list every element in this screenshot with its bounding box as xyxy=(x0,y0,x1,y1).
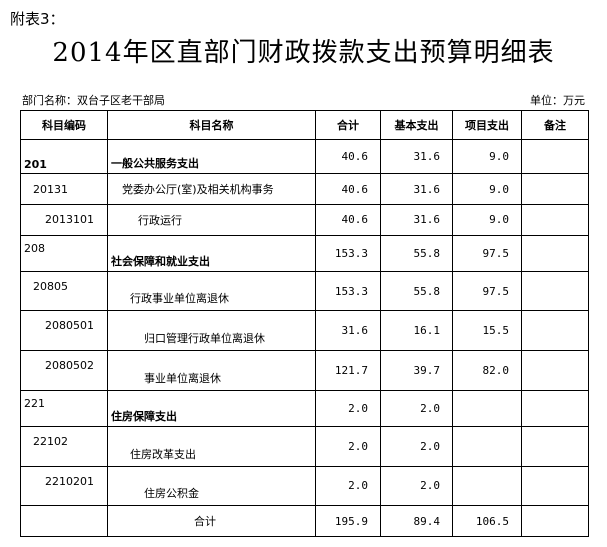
row-note xyxy=(521,270,589,312)
row-code: 2013101 xyxy=(20,203,108,236)
row-basic: 2.0 xyxy=(380,465,453,507)
unit-label: 单位：万元 xyxy=(530,94,585,107)
row-basic: 39.7 xyxy=(380,350,453,391)
row-note xyxy=(521,203,589,236)
row-project xyxy=(452,465,522,507)
row-note xyxy=(521,425,589,467)
row-name: 住房公积金 xyxy=(107,465,316,507)
row-total: 40.6 xyxy=(315,138,381,175)
row-total: 153.3 xyxy=(315,270,381,312)
department-name: 部门名称：双台子区老干部局 xyxy=(22,94,165,107)
header-basic: 基本支出 xyxy=(380,110,453,140)
total-label: 合计 xyxy=(107,505,316,537)
row-name: 事业单位离退休 xyxy=(107,350,316,391)
table-row: 2080502 事业单位离退休 121.7 39.7 82.0 xyxy=(20,350,589,391)
row-note xyxy=(521,310,589,352)
row-total: 40.6 xyxy=(315,173,381,205)
row-code: 20805 xyxy=(20,270,108,312)
row-project: 82.0 xyxy=(452,350,522,391)
row-note xyxy=(521,350,589,391)
table-row: 22102 住房改革支出 2.0 2.0 xyxy=(20,425,589,467)
row-basic: 55.8 xyxy=(380,270,453,312)
row-project: 9.0 xyxy=(452,173,522,205)
row-code: 221 xyxy=(20,389,108,427)
row-basic: 55.8 xyxy=(380,234,453,272)
row-total: 2.0 xyxy=(315,465,381,507)
row-basic: 31.6 xyxy=(380,138,453,175)
row-basic: 16.1 xyxy=(380,310,453,352)
row-name: 社会保障和就业支出 xyxy=(107,234,316,272)
row-code: 201 xyxy=(20,138,108,175)
row-name: 行政运行 xyxy=(107,203,316,236)
row-code: 2210201 xyxy=(20,465,108,507)
row-code: 22102 xyxy=(20,425,108,467)
row-total: 31.6 xyxy=(315,310,381,352)
row-code xyxy=(20,505,108,537)
row-note xyxy=(521,505,589,537)
row-basic: 2.0 xyxy=(380,389,453,427)
table-row: 20131 党委办公厅(室)及相关机构事务 40.6 31.6 9.0 xyxy=(20,173,589,205)
page-title: 2014年区直部门财政拨款支出预算明细表 xyxy=(52,38,555,68)
attachment-label: 附表3： xyxy=(10,10,65,28)
row-total: 121.7 xyxy=(315,350,381,391)
header-note: 备注 xyxy=(521,110,589,140)
total-basic: 89.4 xyxy=(380,505,453,537)
table-row: 221 住房保障支出 2.0 2.0 xyxy=(20,389,589,427)
table-row: 2210201 住房公积金 2.0 2.0 xyxy=(20,465,589,507)
header-code: 科目编码 xyxy=(20,110,108,140)
header-name: 科目名称 xyxy=(107,110,316,140)
row-note xyxy=(521,465,589,507)
budget-table: 科目编码 科目名称 合计 基本支出 项目支出 备注 201 一般公共服务支出 4… xyxy=(20,110,589,537)
row-total: 40.6 xyxy=(315,203,381,236)
total-row: 合计 195.9 89.4 106.5 xyxy=(20,505,589,537)
row-note xyxy=(521,389,589,427)
row-project: 9.0 xyxy=(452,203,522,236)
row-name: 党委办公厅(室)及相关机构事务 xyxy=(107,173,316,205)
row-code: 2080502 xyxy=(20,350,108,391)
row-note xyxy=(521,234,589,272)
row-note xyxy=(521,138,589,175)
table-row: 208 社会保障和就业支出 153.3 55.8 97.5 xyxy=(20,234,589,272)
row-name: 住房保障支出 xyxy=(107,389,316,427)
row-name: 行政事业单位离退休 xyxy=(107,270,316,312)
total-sum: 195.9 xyxy=(315,505,381,537)
row-project xyxy=(452,425,522,467)
row-total: 2.0 xyxy=(315,389,381,427)
table-row: 20805 行政事业单位离退休 153.3 55.8 97.5 xyxy=(20,270,589,312)
row-project: 97.5 xyxy=(452,234,522,272)
header-project: 项目支出 xyxy=(452,110,522,140)
row-note xyxy=(521,173,589,205)
row-basic: 31.6 xyxy=(380,173,453,205)
row-basic: 31.6 xyxy=(380,203,453,236)
total-project: 106.5 xyxy=(452,505,522,537)
row-project: 9.0 xyxy=(452,138,522,175)
table-row: 2013101 行政运行 40.6 31.6 9.0 xyxy=(20,203,589,236)
row-project: 15.5 xyxy=(452,310,522,352)
row-name: 住房改革支出 xyxy=(107,425,316,467)
row-name: 归口管理行政单位离退休 xyxy=(107,310,316,352)
row-code: 208 xyxy=(20,234,108,272)
row-project xyxy=(452,389,522,427)
table-row: 2080501 归口管理行政单位离退休 31.6 16.1 15.5 xyxy=(20,310,589,352)
row-code: 20131 xyxy=(20,173,108,205)
row-project: 97.5 xyxy=(452,270,522,312)
row-basic: 2.0 xyxy=(380,425,453,467)
row-name: 一般公共服务支出 xyxy=(107,138,316,175)
header-total: 合计 xyxy=(315,110,381,140)
row-code: 2080501 xyxy=(20,310,108,352)
table-header-row: 科目编码 科目名称 合计 基本支出 项目支出 备注 xyxy=(20,110,589,140)
row-total: 2.0 xyxy=(315,425,381,467)
row-total: 153.3 xyxy=(315,234,381,272)
table-row: 201 一般公共服务支出 40.6 31.6 9.0 xyxy=(20,138,589,175)
